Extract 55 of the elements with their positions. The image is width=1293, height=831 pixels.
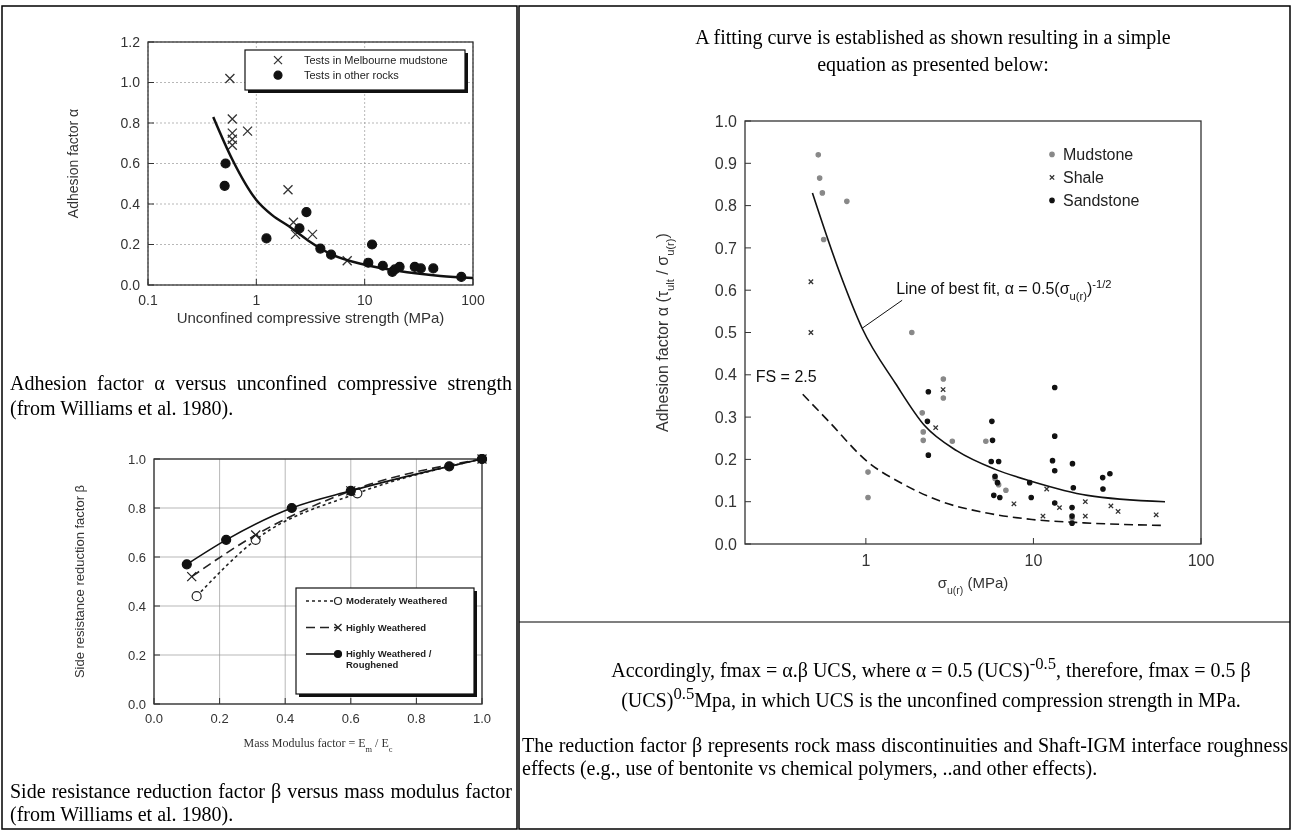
text: Accordingly, fmax = α.β UCS, where α = 0.5 (UCS)$^{-0.5}$, therefore, fmax = 0.5 β (UCS)$^{0.5}$Mpa, in which UCS is the unconfined compression strength in MPa.	[611, 654, 1251, 711]
x-axis-title: σ$_{u(r)}$ (MPa)	[937, 574, 1009, 596]
text: Adhesion factor α versus unconfined compressive strength (from Williams et al. 1980).	[10, 371, 512, 421]
y-tick-label: 0.9	[714, 154, 738, 172]
y-tick-label: 1.0	[127, 451, 146, 467]
x-tick-label: 1	[861, 552, 871, 569]
y-tick-label: 0.0	[120, 276, 141, 293]
y-tick-label: 0.0	[714, 535, 738, 553]
y-axis-title: Side resistance reduction factor β	[72, 484, 87, 679]
x-tick-label: 10	[356, 292, 373, 308]
y-tick-label: 0.8	[714, 197, 738, 215]
legend-label: Sandstone	[1063, 192, 1140, 209]
series-label: FS = 2.5	[755, 368, 817, 386]
y-tick-label: 0.4	[127, 598, 146, 614]
x-tick-label: 0.6	[341, 711, 360, 726]
y-tick-label: 0.2	[127, 647, 146, 663]
y-tick-label: 0.7	[714, 239, 738, 257]
text: A fitting curve is established as shown resulting in a simple equation as presented below:	[694, 25, 1172, 78]
legend-label: Shale	[1063, 169, 1105, 186]
legend-label: Mudstone	[1063, 146, 1134, 163]
y-tick-label: 1.0	[714, 112, 738, 130]
y-axis-title: Adhesion factor α	[65, 108, 81, 219]
x-axis-title: Mass Modulus factor = E$_{m}$ / E$_{c}$	[243, 736, 393, 754]
y-tick-label: 0.3	[714, 408, 738, 426]
x-tick-label: 0.2	[210, 711, 229, 726]
x-axis-title: Unconfined compressive strength (MPa)	[176, 309, 445, 326]
x-tick-label: 0.4	[276, 711, 295, 726]
y-tick-label: 0.2	[120, 236, 141, 253]
text: Side resistance reduction factor β versus mass modulus factor (from Williams et al. 1980).	[10, 780, 512, 826]
y-tick-label: 0.5	[714, 324, 738, 342]
x-tick-label: 100	[461, 292, 485, 308]
y-tick-label: 0.6	[120, 155, 141, 172]
legend-label: Highly Weathered / Roughened	[346, 648, 432, 670]
y-tick-label: 1.2	[120, 33, 141, 50]
y-tick-label: 0.4	[120, 195, 141, 212]
x-tick-label: 1.0	[472, 711, 492, 726]
y-tick-label: 0.4	[714, 366, 738, 384]
y-tick-label: 0.8	[120, 114, 141, 131]
legend-label: Tests in Melbourne mudstone	[304, 54, 448, 66]
text: The reduction factor β represents rock mass discontinuities and Shaft-IGM interface roughness effects (e.g., use of bentonite vs chemical polymers, ..and other effects).	[522, 734, 1288, 780]
text: Line of best fit, α = 0.5(σ$_{u(r)}$)$^{-1/2}$	[896, 278, 1112, 303]
x-tick-label: 0.1	[138, 292, 158, 308]
x-tick-label: 10	[1024, 552, 1043, 569]
y-tick-label: 1.0	[120, 74, 141, 91]
y-tick-label: 0.8	[127, 500, 146, 516]
x-tick-label: 0.0	[144, 711, 164, 726]
legend-label: Moderately Weathered	[346, 595, 448, 606]
x-tick-label: 0.8	[407, 711, 426, 726]
legend-label: Highly Weathered	[346, 621, 427, 633]
x-tick-label: 1	[252, 292, 261, 308]
y-tick-label: 0.1	[714, 493, 738, 511]
y-tick-label: 0.0	[127, 696, 146, 712]
y-tick-label: 0.2	[714, 451, 738, 468]
x-tick-label: 100	[1187, 552, 1215, 569]
legend-label: Tests in other rocks	[304, 69, 400, 81]
